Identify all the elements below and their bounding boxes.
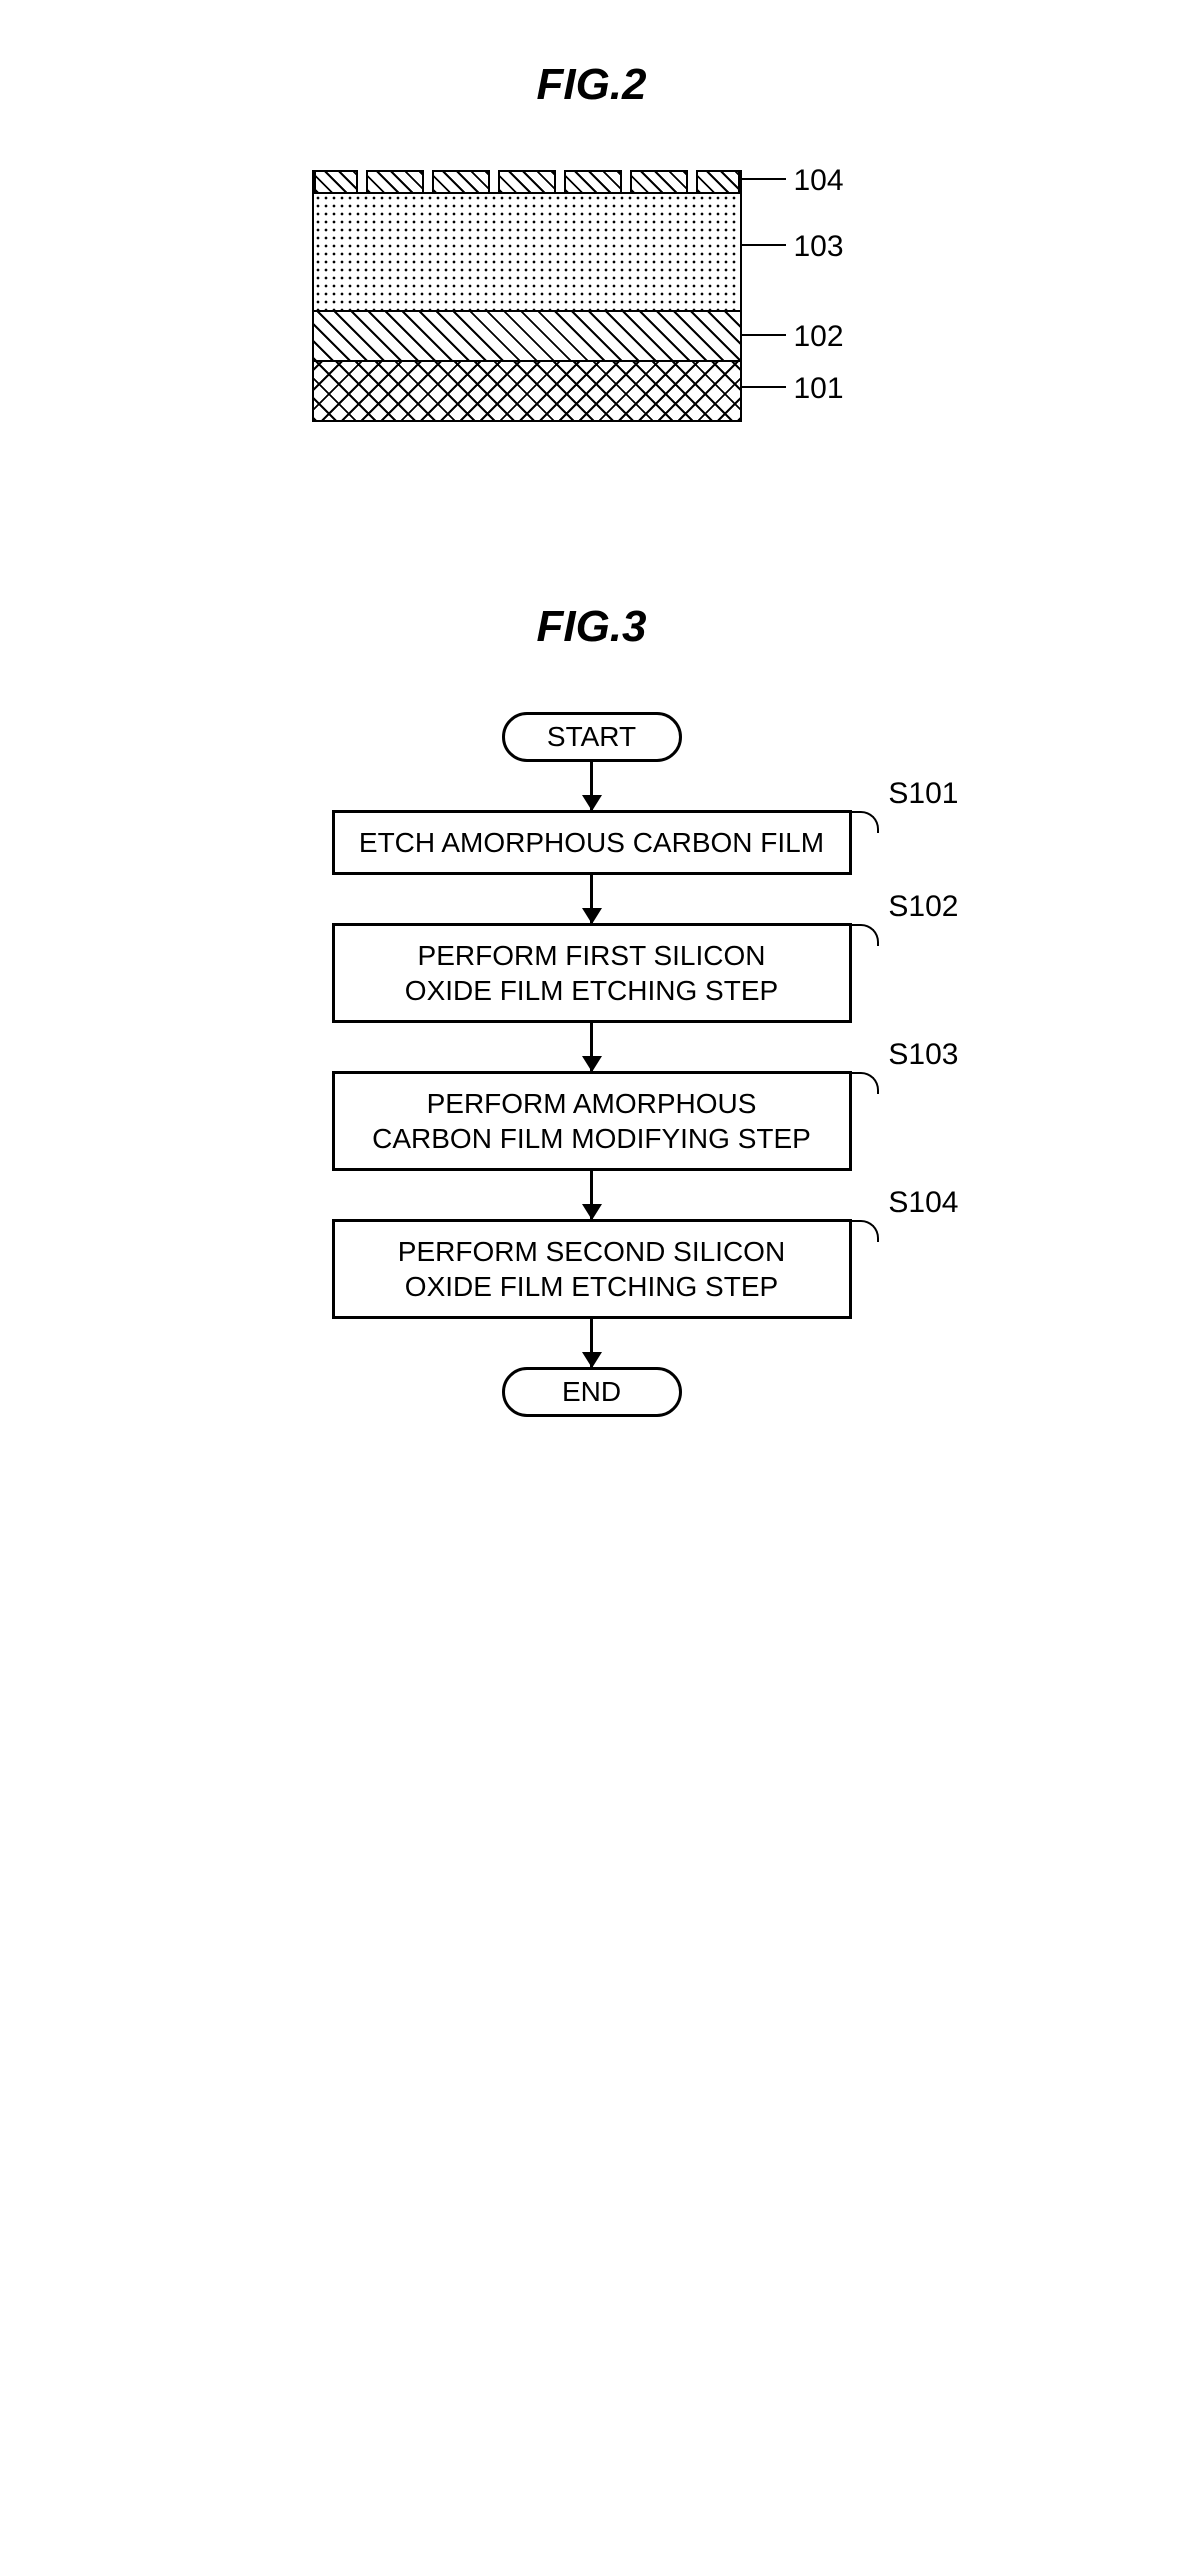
step-box-s102: PERFORM FIRST SILICON OXIDE FILM ETCHING… — [332, 923, 852, 1023]
mask-segment — [314, 170, 358, 192]
mask-segment — [696, 170, 740, 192]
flow-arrow — [590, 762, 593, 810]
figure-2-title: FIG.2 — [0, 60, 1183, 110]
mask-segment — [498, 170, 556, 192]
step-id-s102: S102 — [888, 888, 958, 926]
flowchart: START ETCH AMORPHOUS CARBON FILMS101 PERFO… — [272, 712, 912, 1417]
leader-line — [742, 334, 786, 336]
layer-label-102: 102 — [794, 320, 844, 354]
leader-line — [742, 244, 786, 246]
step-box-s103: PERFORM AMORPHOUS CARBON FILM MODIFYING … — [332, 1071, 852, 1171]
layer-101 — [314, 360, 740, 420]
layer-103 — [314, 192, 740, 310]
layer-102 — [314, 310, 740, 360]
flow-arrow — [590, 1171, 593, 1219]
end-terminator: END — [502, 1367, 682, 1417]
layer-stack — [312, 170, 742, 422]
step-box-s101: ETCH AMORPHOUS CARBON FILMS101 — [332, 810, 852, 875]
fig2-stack-wrap: 104103102101 — [312, 170, 872, 422]
flow-arrow — [590, 875, 593, 923]
figure-2: FIG.2 104 103 102 101 — [0, 60, 1183, 422]
step-box-s104: PERFORM SECOND SILICON OXIDE FILM ETCHIN… — [332, 1219, 852, 1319]
flow-arrow — [590, 1023, 593, 1071]
step-id-s101: S101 — [888, 775, 958, 813]
mask-segment — [630, 170, 688, 192]
step-leader — [849, 1072, 879, 1094]
layer-label-104: 104 — [794, 164, 844, 198]
figure-3-title: FIG.3 — [0, 602, 1183, 652]
leader-line — [742, 386, 786, 388]
layer-label-101: 101 — [794, 372, 844, 406]
layer-label-103: 103 — [794, 230, 844, 264]
mask-segment — [564, 170, 622, 192]
mask-segment — [432, 170, 490, 192]
step-leader — [849, 1220, 879, 1242]
step-leader — [849, 811, 879, 833]
mask-segment — [366, 170, 424, 192]
step-leader — [849, 924, 879, 946]
leader-line — [742, 178, 786, 180]
step-id-s103: S103 — [888, 1036, 958, 1074]
layer-104 — [314, 170, 740, 192]
start-terminator: START — [502, 712, 682, 762]
step-id-s104: S104 — [888, 1184, 958, 1222]
figure-3: FIG.3 START ETCH AMORPHOUS CARBON FILMS10… — [0, 602, 1183, 1417]
flow-arrow — [590, 1319, 593, 1367]
